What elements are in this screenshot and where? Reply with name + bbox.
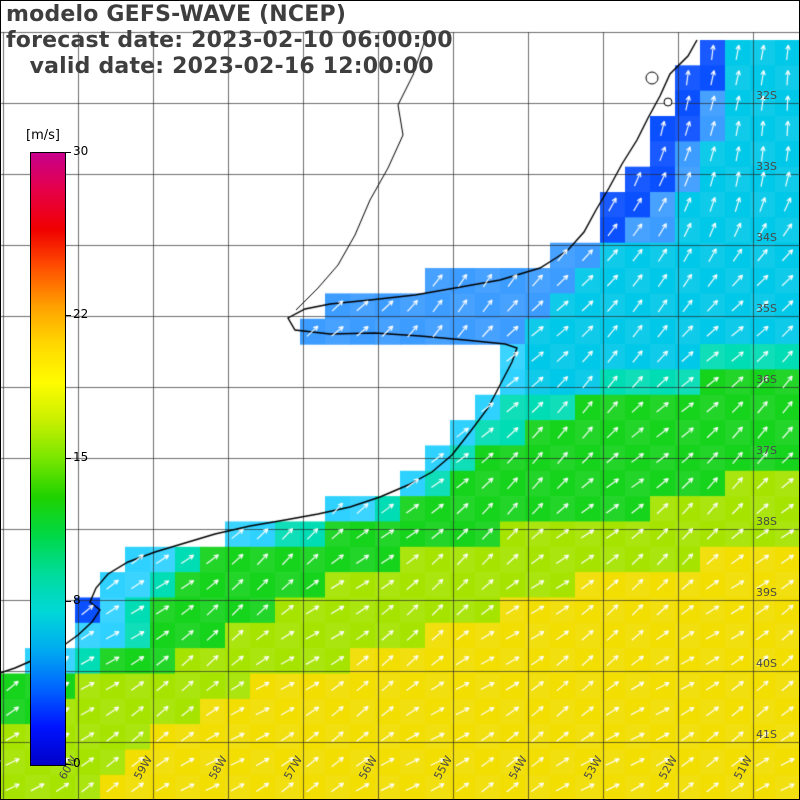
colorbar-tick-mark: [65, 458, 71, 459]
colorbar-tick-mark: [65, 315, 71, 317]
colorbar-tick-label-15: 15: [73, 450, 89, 464]
colorbar-unit-label: [m/s]: [26, 128, 60, 143]
valid-date: valid date: 2023-02-16 12:00:00: [6, 54, 434, 79]
colorbar: [30, 152, 66, 766]
colorbar-tick-label-30: 30: [73, 144, 89, 158]
colorbar-tick-label-0: 0: [73, 756, 81, 770]
forecast-date: forecast date: 2023-02-10 06:00:00: [6, 28, 453, 53]
model-title: modelo GEFS-WAVE (NCEP): [6, 2, 347, 27]
plot-header: modelo GEFS-WAVE (NCEP) forecast date: 2…: [6, 2, 453, 80]
colorbar-tick-mark: [65, 152, 71, 153]
colorbar-tick-label-8: 8: [73, 592, 81, 607]
colorbar-tick-mark: [65, 600, 71, 602]
colorbar-tick-mark: [65, 764, 71, 765]
colorbar-tick-label-22: 22: [73, 307, 89, 322]
